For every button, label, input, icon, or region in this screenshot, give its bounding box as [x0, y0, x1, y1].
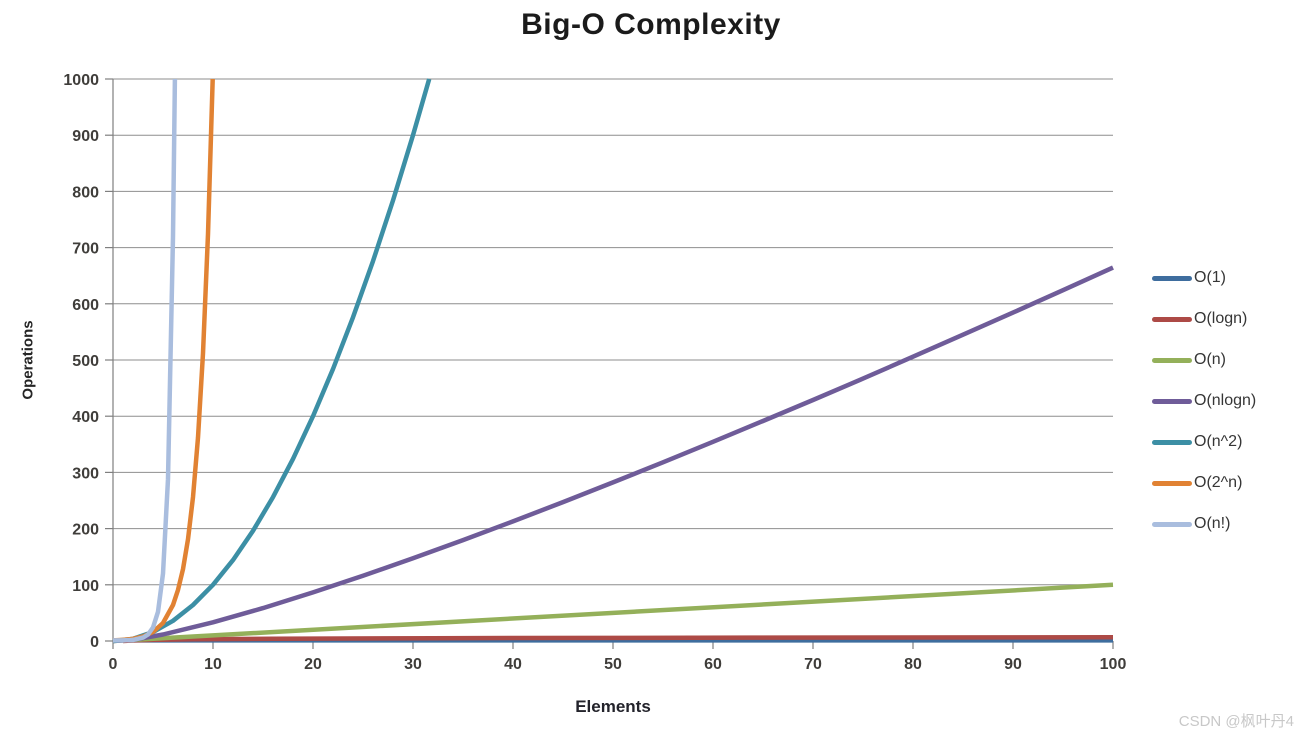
x-tick-label: 30 [404, 656, 422, 673]
legend-item: O(2^n) [1152, 474, 1256, 491]
legend-swatch [1152, 521, 1192, 527]
x-tick-label: 20 [304, 656, 322, 673]
y-tick-label: 900 [72, 128, 99, 145]
x-tick-label: 80 [904, 656, 922, 673]
x-tick-label: 50 [604, 656, 622, 673]
legend-item: O(1) [1152, 269, 1256, 286]
y-tick-label: 400 [72, 409, 99, 426]
x-tick-label: 70 [804, 656, 822, 673]
series-line-O(n^2) [112, 78, 432, 644]
legend-item: O(n) [1152, 351, 1256, 368]
chart-title: Big-O Complexity [521, 8, 781, 41]
series-line-O(n) [112, 582, 1114, 644]
series-line-O(nlogn) [112, 265, 1114, 644]
y-tick-label: 100 [72, 578, 99, 595]
legend-swatch [1152, 439, 1192, 445]
legend-label: O(n!) [1194, 515, 1231, 532]
legend-swatch [1152, 398, 1192, 404]
legend-item: O(n!) [1152, 515, 1256, 532]
y-tick-label: 1000 [63, 72, 99, 89]
x-axis-title: Elements [575, 697, 651, 716]
legend-swatch [1152, 480, 1192, 486]
x-tick-label: 60 [704, 656, 722, 673]
legend-label: O(1) [1194, 269, 1226, 286]
x-tick-label: 0 [109, 656, 118, 673]
watermark: CSDN @枫叶丹4 [1178, 713, 1294, 730]
legend-item: O(n^2) [1152, 433, 1256, 450]
y-tick-label: 300 [72, 465, 99, 482]
x-tick-label: 90 [1004, 656, 1022, 673]
legend-swatch [1152, 316, 1192, 322]
legend-item: O(logn) [1152, 310, 1256, 327]
y-tick-label: 500 [72, 353, 99, 370]
legend: O(1) O(logn) O(n) O(nlogn) O(n^2) O(2^n) O(n!) [1152, 269, 1257, 532]
legend-swatch [1152, 357, 1192, 363]
y-tick-label: 700 [72, 241, 99, 258]
y-tick-label: 600 [72, 297, 99, 314]
legend-label: O(nlogn) [1194, 392, 1257, 409]
y-tick-label: 0 [90, 634, 99, 651]
x-tick-label: 10 [204, 656, 222, 673]
legend-label: O(n^2) [1194, 433, 1243, 450]
x-tick-label: 40 [504, 656, 522, 673]
legend-swatch [1152, 275, 1192, 281]
legend-label: O(2^n) [1194, 474, 1243, 491]
x-tick-label: 100 [1100, 656, 1127, 673]
legend-item: O(nlogn) [1152, 392, 1257, 409]
legend-label: O(logn) [1194, 310, 1248, 327]
legend-label: O(n) [1194, 351, 1226, 368]
y-tick-label: 200 [72, 522, 99, 539]
series-line-O(n!) [113, 78, 178, 643]
y-tick-label: 800 [72, 184, 99, 201]
